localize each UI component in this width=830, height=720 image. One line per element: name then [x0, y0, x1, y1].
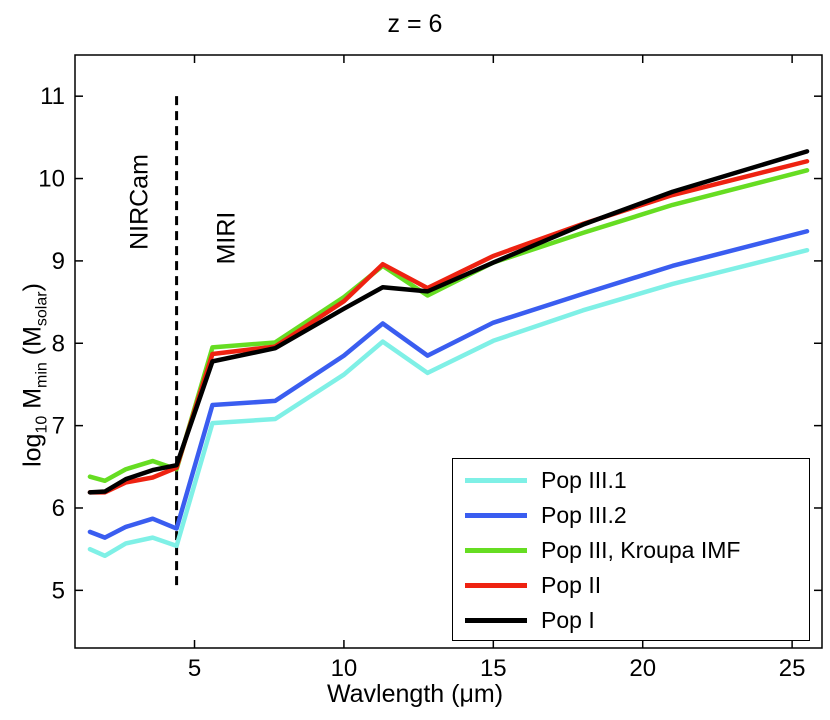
y-tick-label: 8	[52, 330, 65, 357]
series-line-4	[90, 151, 807, 492]
y-tick-label: 5	[52, 577, 65, 604]
x-tick-label: 5	[188, 655, 201, 682]
series-line-3	[90, 161, 807, 492]
legend-label: Pop III.1	[541, 467, 627, 494]
legend-swatch	[465, 548, 527, 553]
y-axis-label-unit-open: (M	[19, 326, 47, 362]
annotation-miri: MIRI	[213, 212, 242, 265]
y-axis-label-sub-min: min	[34, 362, 51, 388]
x-tick-label: 25	[779, 655, 806, 682]
legend-label: Pop I	[541, 607, 595, 634]
legend-swatch	[465, 478, 527, 483]
legend-label: Pop III, Kroupa IMF	[541, 537, 740, 564]
legend: Pop III.1 Pop III.2 Pop III, Kroupa IMF …	[452, 458, 810, 641]
x-axis-label-suffix: )	[495, 680, 503, 708]
chart-title: z = 6	[0, 10, 830, 39]
legend-label: Pop II	[541, 572, 601, 599]
y-axis-label-sub-base: 10	[34, 416, 51, 434]
legend-swatch	[465, 513, 527, 518]
x-tick-label: 20	[629, 655, 656, 682]
x-tick-label: 15	[480, 655, 507, 682]
x-axis-label-prefix: Wavlength (	[327, 680, 459, 708]
y-axis-label-m: M	[19, 388, 47, 416]
legend-label: Pop III.2	[541, 502, 627, 529]
y-axis-label-log: log	[19, 434, 47, 467]
legend-swatch	[465, 618, 527, 623]
legend-swatch	[465, 583, 527, 588]
annotation-nircam: NIRCam	[126, 154, 155, 250]
y-axis-label: log10 Mmin (Msolar)	[19, 283, 52, 467]
series-line-2	[90, 170, 807, 481]
y-tick-label: 11	[40, 83, 65, 110]
y-tick-label: 7	[52, 413, 65, 440]
y-tick-label: 6	[52, 495, 65, 522]
y-tick-label: 10	[38, 166, 65, 193]
y-tick-label: 9	[52, 248, 65, 275]
y-axis-label-unit-close: )	[19, 283, 47, 291]
x-axis-label: Wavlength (μm)	[0, 680, 830, 709]
x-axis-label-unit: μm	[459, 680, 494, 708]
y-axis-label-sub-solar: solar	[34, 291, 51, 326]
x-tick-label: 10	[331, 655, 358, 682]
